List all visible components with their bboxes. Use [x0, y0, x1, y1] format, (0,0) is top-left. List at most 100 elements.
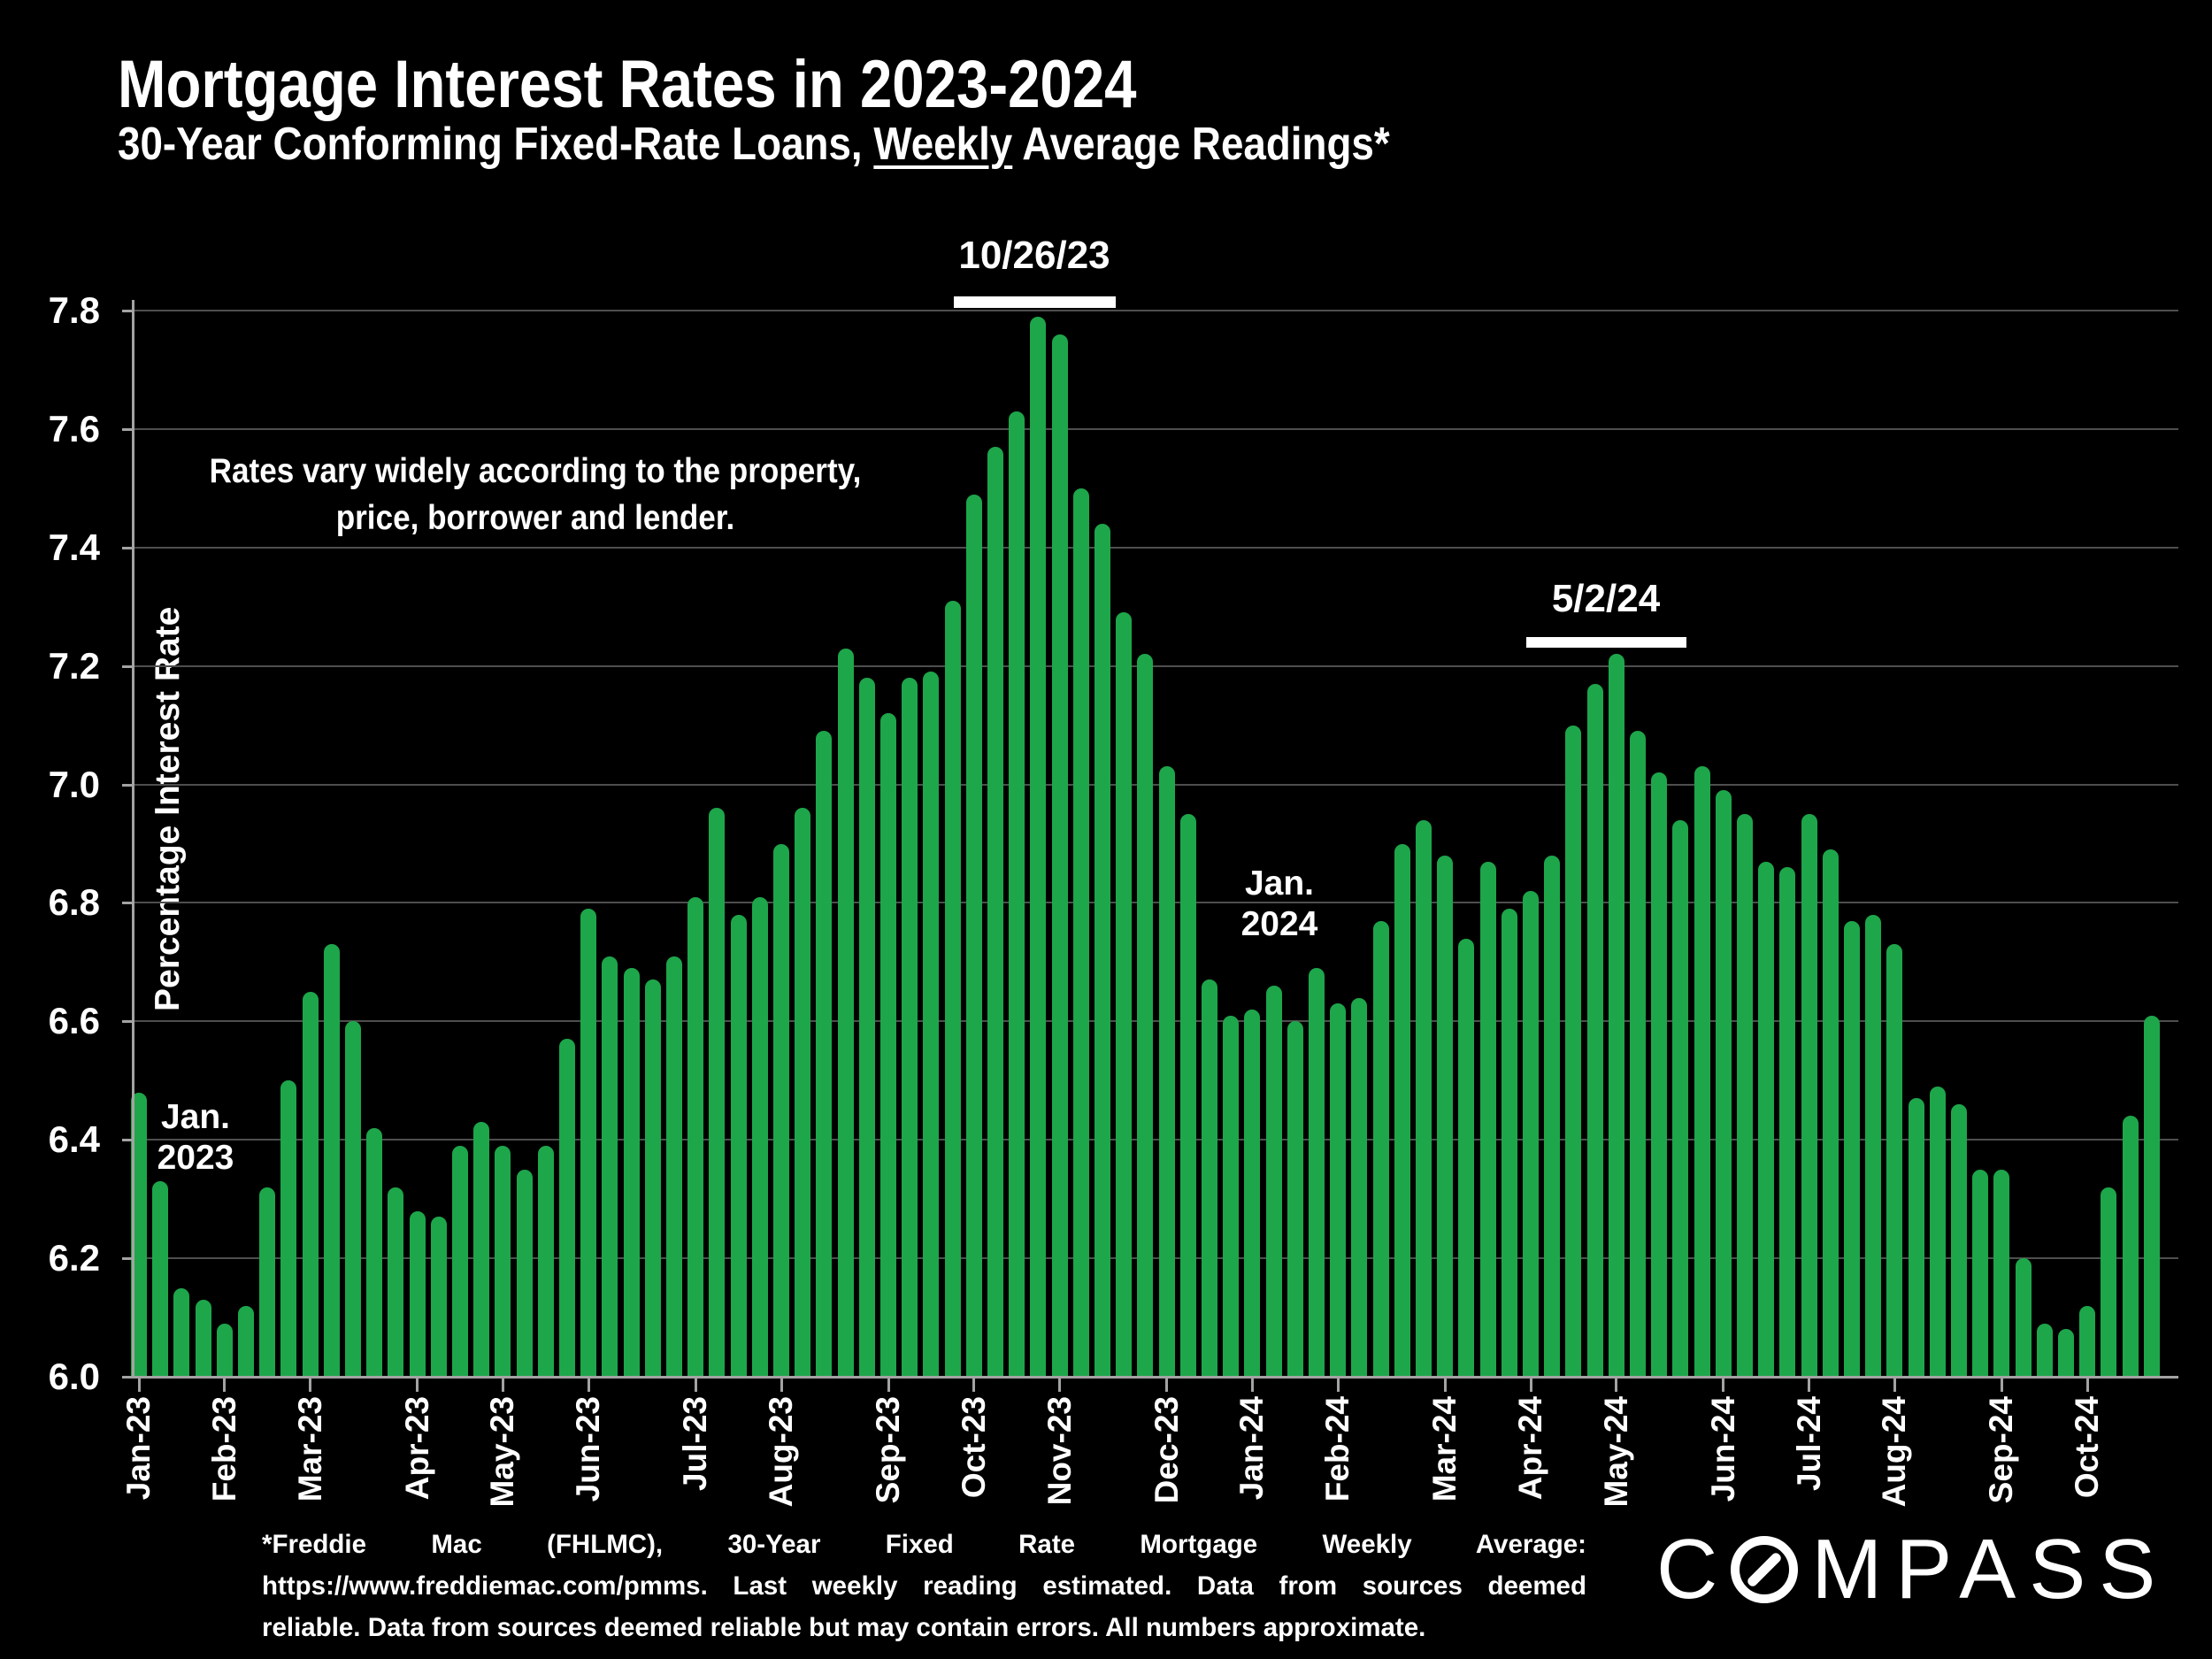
x-tick-label-Apr-23: Apr-23 — [398, 1396, 435, 1501]
x-tick-label-Apr-24: Apr-24 — [1512, 1396, 1548, 1501]
y-tick-7.0 — [122, 783, 133, 787]
weekly-rate-bar-30 — [773, 843, 789, 1377]
chart-subtitle: 30-Year Conforming Fixed-Rate Loans, Wee… — [118, 118, 1390, 171]
weekly-rate-bar-21 — [580, 909, 597, 1377]
weekly-rate-bar-55 — [1309, 968, 1325, 1377]
x-tick-Sep-23 — [887, 1377, 890, 1392]
x-tick-label-Aug-23: Aug-23 — [763, 1396, 799, 1508]
source-footnote: *Freddie Mac (FHLMC), 30-Year Fixed Rate… — [262, 1524, 1586, 1648]
annotation-jan-2024-line2: 2024 — [1240, 905, 1318, 943]
x-tick-label-Oct-23: Oct-23 — [955, 1396, 992, 1499]
x-tick-label-Mar-23: Mar-23 — [291, 1396, 328, 1502]
x-tick-Sep-24 — [2000, 1377, 2003, 1392]
weekly-rate-bar-48 — [1158, 766, 1175, 1377]
x-tick-label-Feb-23: Feb-23 — [205, 1396, 242, 1502]
subtitle-underlined-word: Weekly — [873, 119, 1013, 170]
weekly-rate-bar-38 — [944, 601, 961, 1377]
weekly-rate-bar-74 — [1715, 790, 1732, 1377]
plot-area: Jan-23 Feb-23 Mar-23 Apr-23 May-23 Jun-23 Jul-… — [120, 300, 2178, 1507]
weekly-rate-bar-39 — [965, 494, 982, 1377]
weekly-rate-bar-12 — [388, 1187, 404, 1377]
weekly-rate-bar-75 — [1737, 814, 1753, 1377]
y-tick-7.2 — [122, 664, 133, 668]
annotation-rates-vary: Rates vary widely according to the prope… — [210, 448, 862, 541]
weekly-rate-bar-36 — [902, 678, 918, 1377]
weekly-rate-bar-26 — [687, 896, 704, 1377]
x-tick-Apr-23 — [416, 1377, 419, 1392]
weekly-rate-bar-7 — [280, 1080, 297, 1377]
weekly-rate-bar-8 — [302, 991, 319, 1377]
weekly-rate-bar-62 — [1458, 938, 1475, 1377]
weekly-rate-bar-91 — [2079, 1305, 2096, 1377]
weekly-rate-bar-92 — [2101, 1187, 2117, 1377]
weekly-rate-bar-20 — [559, 1039, 575, 1377]
weekly-rate-bar-87 — [1993, 1169, 2010, 1377]
weekly-rate-bar-34 — [858, 678, 875, 1377]
gridline-7.8 — [133, 310, 2178, 311]
annotation-rates-vary-line1: Rates vary widely according to the prope… — [209, 452, 862, 490]
peak-date-label-5-2-24: 5/2/24 — [1551, 577, 1661, 620]
weekly-rate-bar-47 — [1137, 654, 1154, 1377]
weekly-rate-bar-35 — [880, 713, 896, 1377]
weekly-rate-bar-93 — [2122, 1116, 2139, 1377]
weekly-rate-bar-50 — [1202, 979, 1217, 1377]
y-tick-6.8 — [122, 902, 133, 905]
weekly-rate-bar-76 — [1758, 861, 1775, 1377]
x-tick-Feb-24 — [1336, 1377, 1340, 1392]
weekly-rate-bar-69 — [1608, 654, 1624, 1377]
y-tick-label-6.8: 6.8 — [48, 881, 100, 924]
weekly-rate-bar-82 — [1886, 944, 1903, 1377]
x-tick-label-Jun-23: Jun-23 — [570, 1396, 607, 1502]
weekly-rate-bar-61 — [1437, 855, 1454, 1377]
weekly-rate-bar-89 — [2036, 1323, 2053, 1377]
subtitle-part2: Average Readings* — [1012, 119, 1390, 170]
weekly-rate-bar-83 — [1908, 1098, 1924, 1377]
weekly-rate-bar-5 — [238, 1305, 254, 1377]
annotation-jan-2023-line1: Jan. — [160, 1098, 231, 1136]
annotation-jan-2023: Jan. 2023 — [157, 1097, 234, 1179]
x-tick-label-Nov-23: Nov-23 — [1041, 1396, 1078, 1506]
weekly-rate-bar-13 — [409, 1210, 426, 1377]
y-tick-6.6 — [122, 1020, 133, 1024]
x-tick-label-Dec-23: Dec-23 — [1148, 1396, 1185, 1504]
x-tick-Jan-23 — [137, 1377, 141, 1392]
y-tick-label-7.6: 7.6 — [48, 407, 100, 449]
weekly-rate-bar-44 — [1072, 488, 1089, 1377]
compass-logo: C MPASS — [1656, 1527, 2169, 1612]
x-tick-Aug-24 — [1893, 1377, 1896, 1392]
x-tick-Dec-23 — [1165, 1377, 1169, 1392]
gridline-7.4 — [133, 546, 2178, 549]
annotation-rates-vary-line2: price, borrower and lender. — [335, 499, 735, 537]
x-tick-Feb-23 — [223, 1377, 227, 1392]
weekly-rate-bar-66 — [1544, 855, 1561, 1377]
x-tick-May-24 — [1615, 1377, 1618, 1392]
peak-date-label-10-26-23: 10/26/23 — [958, 234, 1110, 277]
weekly-rate-bar-4 — [216, 1323, 233, 1377]
weekly-rate-bar-18 — [516, 1169, 533, 1377]
y-tick-7.8 — [122, 310, 133, 312]
weekly-rate-bar-32 — [816, 731, 833, 1377]
weekly-rate-bar-45 — [1094, 524, 1110, 1377]
x-tick-label-Jan-23: Jan-23 — [120, 1396, 157, 1501]
weekly-rate-bar-42 — [1030, 316, 1047, 1377]
weekly-rate-bar-72 — [1672, 819, 1689, 1377]
footnote-line1: *Freddie Mac (FHLMC), 30-Year Fixed Rate… — [262, 1530, 1586, 1559]
compass-needle-icon — [1731, 1536, 1799, 1603]
weekly-rate-bar-15 — [452, 1145, 468, 1377]
weekly-rate-bar-78 — [1801, 814, 1817, 1377]
x-tick-label-Jul-24: Jul-24 — [1790, 1396, 1827, 1491]
weekly-rate-bar-49 — [1179, 814, 1196, 1377]
footnote-line2: https://www.freddiemac.com/pmms. Last we… — [262, 1571, 1586, 1601]
y-tick-6.0 — [122, 1376, 133, 1379]
weekly-rate-bar-11 — [366, 1127, 383, 1377]
weekly-rate-bar-17 — [495, 1145, 511, 1377]
weekly-rate-bar-77 — [1779, 867, 1796, 1377]
x-tick-label-Sep-23: Sep-23 — [870, 1396, 906, 1504]
x-tick-Jul-24 — [1808, 1377, 1811, 1392]
x-tick-label-Feb-24: Feb-24 — [1319, 1396, 1356, 1502]
x-tick-label-Jun-24: Jun-24 — [1704, 1396, 1741, 1502]
x-tick-label-Aug-24: Aug-24 — [1876, 1396, 1913, 1508]
weekly-rate-bar-33 — [837, 648, 854, 1377]
weekly-rate-bar-59 — [1394, 843, 1410, 1377]
weekly-rate-bar-24 — [644, 979, 661, 1377]
